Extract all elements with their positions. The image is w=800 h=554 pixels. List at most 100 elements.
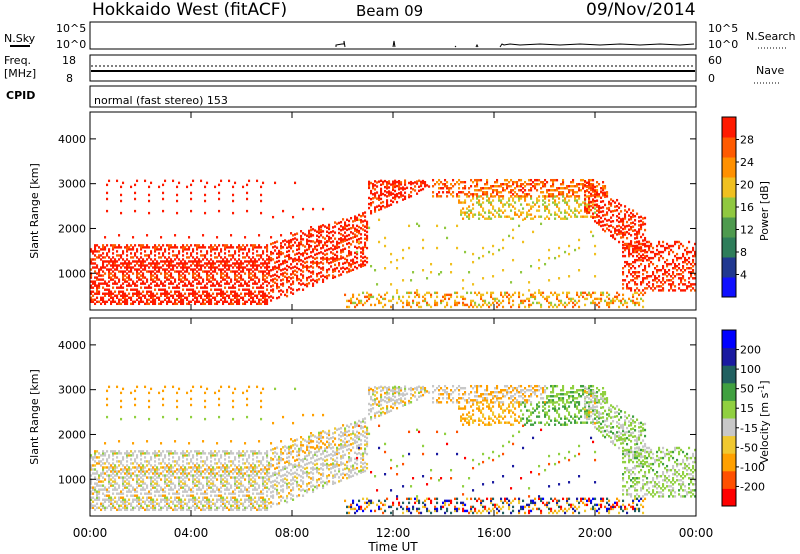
power-cell bbox=[628, 269, 631, 272]
date-title: 09/Nov/2014 bbox=[586, 0, 696, 20]
power-cell bbox=[292, 292, 295, 295]
power-cell bbox=[236, 292, 239, 295]
power-cell bbox=[196, 296, 199, 299]
velocity-cell bbox=[204, 490, 207, 493]
velocity-cell bbox=[206, 456, 209, 459]
power-cell bbox=[558, 303, 561, 307]
power-cell bbox=[248, 256, 251, 259]
power-cell bbox=[124, 266, 127, 269]
power-cell bbox=[500, 215, 503, 218]
power-cell bbox=[242, 185, 245, 189]
power-cell bbox=[408, 303, 411, 307]
velocity-cell bbox=[156, 476, 159, 479]
colorbar-tick-label: 28 bbox=[740, 134, 754, 147]
power-cell bbox=[114, 244, 117, 247]
power-cell bbox=[320, 261, 323, 264]
power-cell bbox=[310, 234, 313, 237]
power-cell bbox=[482, 277, 485, 280]
power-cell bbox=[244, 260, 247, 263]
power-cell bbox=[98, 284, 101, 287]
power-cell bbox=[374, 303, 377, 307]
power-cell bbox=[164, 260, 167, 263]
power-cell bbox=[270, 256, 273, 260]
power-cell bbox=[526, 183, 529, 186]
power-cell bbox=[132, 292, 135, 295]
power-cell bbox=[144, 276, 147, 279]
power-cell bbox=[478, 303, 481, 307]
power-cell bbox=[634, 281, 637, 284]
velocity-cell bbox=[160, 478, 163, 481]
power-cell bbox=[550, 301, 553, 305]
power-cell bbox=[184, 292, 187, 295]
power-cell bbox=[476, 189, 479, 192]
velocity-cell bbox=[146, 506, 149, 510]
power-cell bbox=[260, 286, 263, 289]
power-cell bbox=[412, 188, 415, 191]
power-cell bbox=[154, 244, 157, 247]
power-cell bbox=[682, 254, 685, 258]
power-cell bbox=[346, 242, 349, 246]
power-cell bbox=[348, 219, 351, 223]
power-cell bbox=[360, 227, 363, 230]
power-cell bbox=[252, 298, 255, 301]
power-cell bbox=[196, 274, 199, 277]
power-cell bbox=[518, 178, 521, 182]
power-cell bbox=[192, 288, 195, 291]
power-cell bbox=[630, 215, 633, 219]
power-cell bbox=[186, 262, 189, 265]
power-cell bbox=[112, 300, 115, 304]
power-cell bbox=[126, 298, 129, 301]
power-cell bbox=[574, 215, 577, 218]
power-cell bbox=[558, 193, 561, 196]
power-cell bbox=[538, 258, 541, 262]
power-cell bbox=[108, 284, 111, 287]
power-cell bbox=[184, 274, 187, 277]
power-cell bbox=[598, 297, 601, 301]
power-cell bbox=[226, 276, 229, 279]
power-cell bbox=[534, 203, 537, 206]
power-cell bbox=[98, 246, 101, 249]
velocity-cell bbox=[90, 456, 93, 459]
velocity-cell bbox=[150, 506, 153, 510]
power-cell bbox=[520, 185, 523, 188]
power-cell bbox=[606, 223, 609, 226]
power-cell bbox=[632, 254, 635, 258]
power-cell bbox=[490, 295, 493, 299]
power-cell bbox=[488, 250, 491, 254]
power-cell bbox=[232, 302, 235, 306]
power-cell bbox=[314, 253, 317, 256]
power-cell bbox=[312, 282, 315, 285]
power-cell bbox=[418, 295, 421, 299]
power-cell bbox=[456, 301, 459, 305]
power-cell bbox=[510, 281, 513, 284]
power-cell bbox=[318, 225, 321, 229]
power-cell bbox=[148, 302, 151, 306]
power-cell bbox=[464, 201, 467, 204]
power-cell bbox=[568, 191, 571, 194]
power-cell bbox=[182, 280, 185, 283]
power-cell bbox=[242, 248, 245, 251]
power-cell bbox=[638, 230, 641, 233]
power-cell bbox=[308, 255, 311, 259]
velocity-cell bbox=[126, 470, 129, 473]
power-cell bbox=[464, 187, 467, 190]
power-cell bbox=[680, 277, 683, 280]
power-cell bbox=[130, 244, 133, 247]
power-cell bbox=[550, 185, 553, 188]
power-cell bbox=[266, 294, 269, 297]
power-cell bbox=[572, 191, 575, 194]
power-cell bbox=[440, 299, 443, 303]
power-cell bbox=[558, 187, 561, 190]
power-cell bbox=[390, 193, 393, 196]
power-cell bbox=[214, 270, 217, 273]
power-cell bbox=[178, 300, 181, 304]
velocity-cell bbox=[124, 506, 127, 510]
power-cell bbox=[150, 270, 153, 273]
velocity-cell bbox=[124, 486, 127, 489]
power-cell bbox=[246, 209, 249, 213]
power-cell bbox=[398, 196, 401, 199]
power-cell bbox=[186, 284, 189, 287]
power-cell bbox=[562, 193, 565, 196]
power-cell bbox=[688, 256, 691, 260]
